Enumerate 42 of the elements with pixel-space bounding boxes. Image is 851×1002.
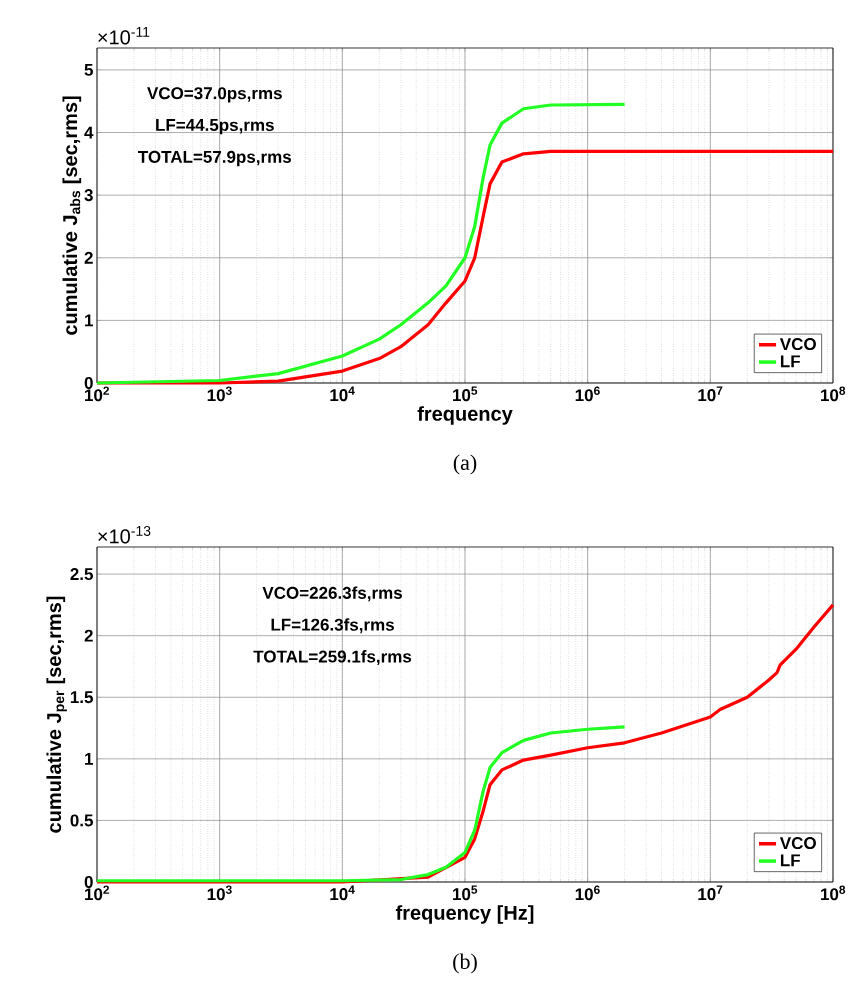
y-tick-label: 1: [85, 314, 93, 327]
legend-label: LF: [780, 355, 800, 368]
y-axis-title: cumulative J$_{per}$ [sec,rms]: [46, 596, 67, 833]
x-axis-title: frequency: [417, 406, 513, 425]
x-tick-label: 10$^{5}$: [453, 386, 478, 402]
x-tick-label: 10$^{4}$: [330, 885, 355, 901]
annotation: LF=126.3fs,rms: [271, 618, 394, 634]
text: (b): [453, 953, 477, 974]
annotation: VCO=226.3fs,rms: [262, 586, 402, 602]
x-tick-label: 10$^{6}$: [575, 885, 600, 901]
annotation: TOTAL=259.1fs,rms: [253, 650, 412, 666]
x-tick-label: 10$^{7}$: [698, 885, 723, 901]
x-tick-label: 10$^{3}$: [207, 386, 232, 402]
y-tick-label: 0: [84, 376, 93, 390]
y-tick-label: 5: [84, 63, 93, 76]
legend-label: LF: [780, 854, 800, 867]
legend-label: VCO: [779, 338, 816, 351]
y-tick-label: 0: [84, 875, 93, 889]
y-tick-label: 3: [84, 189, 93, 202]
x-tick-label: 10$^{8}$: [821, 885, 846, 901]
x-tick-label: 10$^{3}$: [207, 885, 232, 901]
x-tick-label: 10$^{4}$: [330, 386, 355, 402]
text: (a): [453, 454, 477, 475]
x-axis-title: frequency [Hz]: [395, 905, 534, 924]
annotation: LF=44.5ps,rms: [156, 119, 274, 135]
x-tick-label: 10$^{7}$: [698, 386, 723, 402]
legend-label: VCO: [779, 837, 816, 850]
y-tick-label: 1: [85, 752, 93, 765]
y-tick-label: 2: [84, 629, 93, 642]
y-tick-label: 1.5: [70, 691, 93, 704]
y-axis-title: cumulative J$_{abs}$ [sec,rms]: [62, 96, 82, 335]
y-tick-label: 0.5: [70, 814, 93, 827]
text: ×10$^{-11}$: [98, 27, 150, 45]
annotation: TOTAL=57.9ps,rms: [138, 150, 291, 167]
text: ×10$^{-13}$: [98, 525, 151, 544]
x-tick-label: 10$^{5}$: [453, 885, 478, 901]
y-tick-label: 4: [84, 126, 94, 139]
x-tick-label: 10$^{6}$: [575, 386, 600, 402]
y-tick-label: 2: [84, 251, 93, 264]
x-tick-label: 10$^{8}$: [821, 386, 846, 402]
y-tick-label: 2.5: [70, 568, 93, 581]
annotation: VCO=37.0ps,rms: [147, 87, 282, 103]
